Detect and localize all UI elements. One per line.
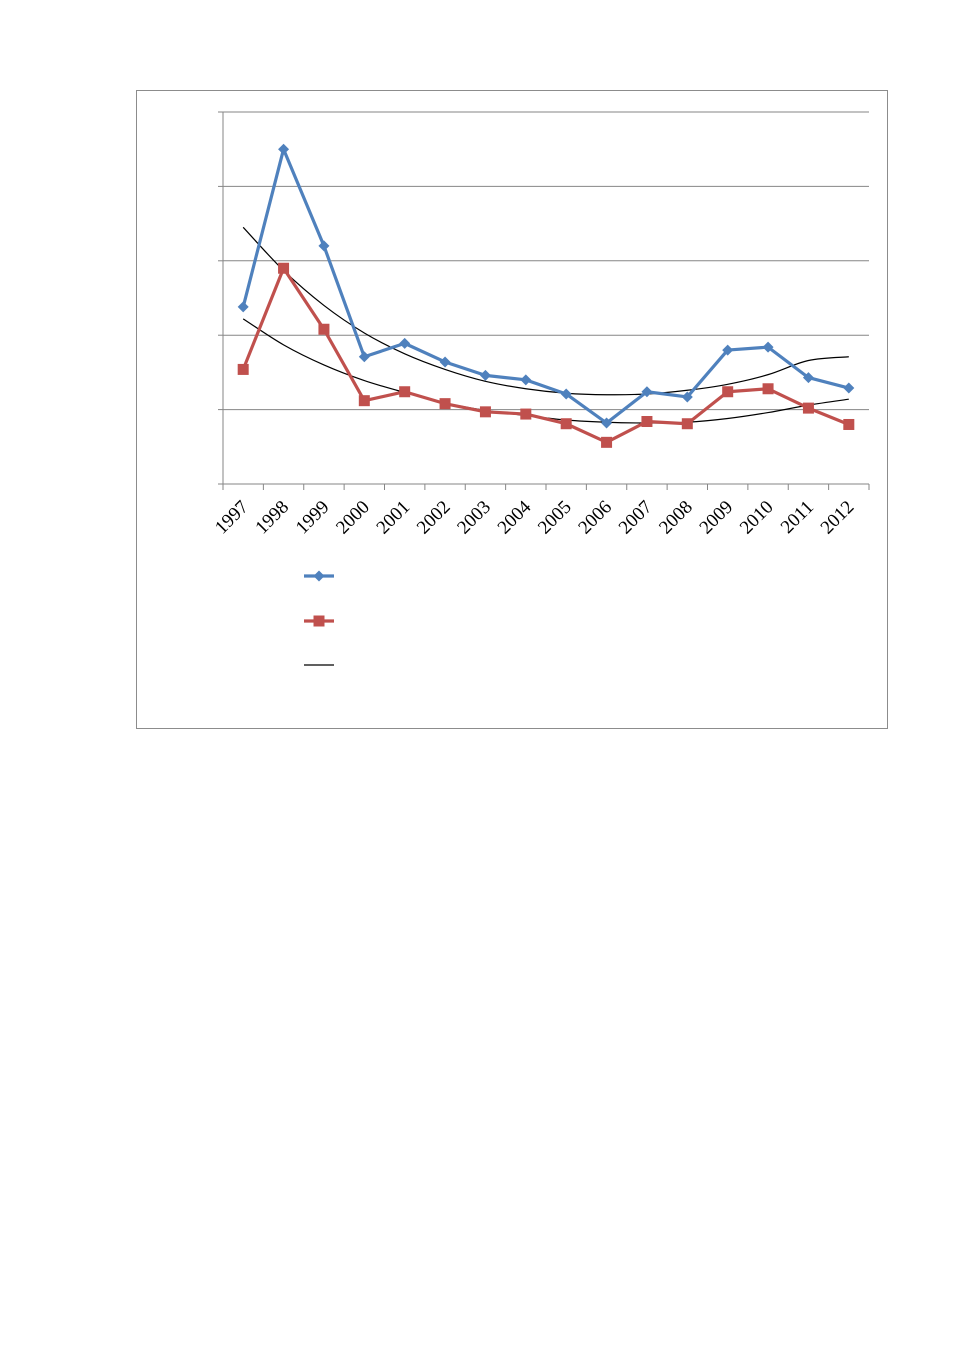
data-point — [601, 436, 613, 448]
x-tick-label: 2005 — [534, 497, 576, 539]
data-point — [681, 418, 693, 430]
data-point — [641, 386, 653, 398]
data-point — [520, 408, 532, 420]
x-tick-label: 2004 — [494, 496, 536, 538]
trendlines — [242, 226, 849, 424]
data-point — [318, 240, 330, 252]
data-point — [318, 323, 330, 335]
series-1 — [237, 143, 855, 429]
legend-marker — [313, 570, 325, 582]
data-point — [560, 418, 572, 430]
data-point — [762, 341, 774, 353]
x-tick-label: 2009 — [696, 497, 738, 539]
data-point — [399, 386, 411, 398]
series-line — [241, 266, 850, 444]
x-tick-label: 1999 — [292, 497, 334, 539]
data-point — [722, 344, 734, 356]
x-tick-label: 2010 — [736, 497, 778, 539]
series-line — [241, 147, 850, 425]
data-point — [762, 383, 774, 395]
gridlines — [223, 111, 869, 411]
axes — [218, 111, 870, 490]
legend-entry-1 — [304, 570, 334, 582]
legend-marker — [313, 615, 325, 627]
trendline-1 — [242, 226, 849, 396]
series-2 — [237, 262, 855, 448]
data-point — [237, 301, 249, 313]
data-point — [479, 406, 491, 418]
x-tick-label: 2007 — [615, 497, 657, 539]
data-point — [722, 386, 734, 398]
data-point — [681, 391, 693, 403]
data-point — [278, 143, 290, 155]
data-point — [278, 262, 290, 274]
data-point — [843, 382, 855, 394]
x-tick-label: 2000 — [332, 497, 374, 539]
data-point — [358, 395, 370, 407]
data-point — [802, 372, 814, 384]
data-point — [439, 356, 451, 368]
data-point — [802, 402, 814, 414]
data-point — [520, 374, 532, 386]
x-tick-label: 1997 — [211, 497, 253, 539]
data-point — [399, 337, 411, 349]
x-tick-label: 2011 — [777, 497, 818, 538]
x-tick-label: 2006 — [574, 497, 616, 539]
data-point — [560, 388, 572, 400]
legend-entry-2 — [304, 615, 334, 627]
data-point — [601, 417, 613, 429]
trendline-2 — [242, 318, 849, 424]
legend — [304, 570, 334, 666]
x-tick-label: 2002 — [413, 497, 455, 539]
data-point — [641, 416, 653, 428]
data-point — [479, 369, 491, 381]
data-point — [439, 398, 451, 410]
x-tick-labels: 1997199819992000200120022003200420052006… — [211, 496, 858, 538]
data-point — [843, 418, 855, 430]
data-point — [237, 363, 249, 375]
x-tick-label: 2012 — [817, 497, 859, 539]
series — [237, 143, 855, 448]
x-tick-label: 2003 — [453, 497, 495, 539]
data-point — [358, 351, 370, 363]
x-tick-label: 2001 — [373, 497, 415, 539]
x-tick-label: 1998 — [251, 497, 293, 539]
x-tick-label: 2008 — [655, 497, 697, 539]
